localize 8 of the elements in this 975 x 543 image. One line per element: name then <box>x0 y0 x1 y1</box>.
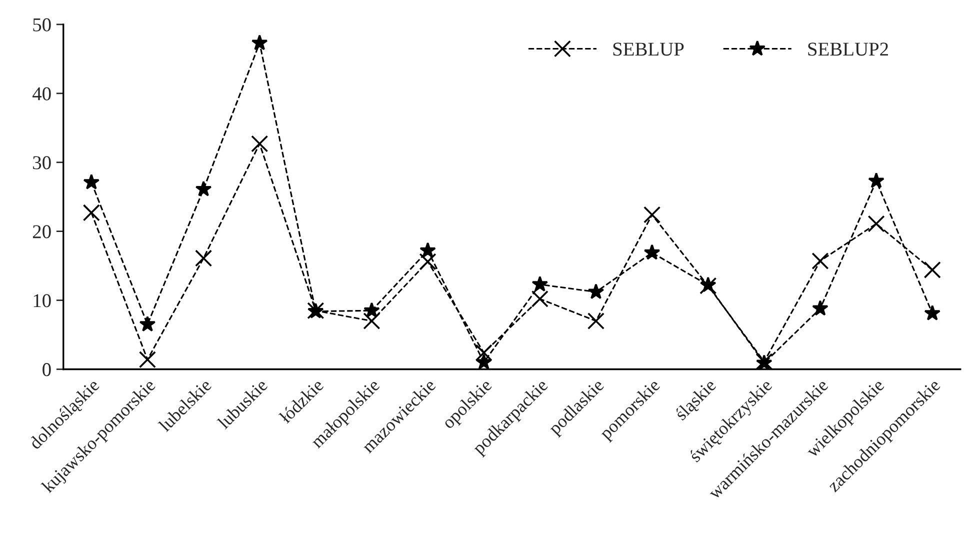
y-tick-label: 0 <box>42 363 51 376</box>
y-tick-label: 50 <box>33 18 51 32</box>
legend-label: SEBLUP <box>613 42 684 56</box>
y-tick-label: 40 <box>32 87 51 100</box>
legend-label: SEBLUP2 <box>808 42 888 56</box>
y-tick-label: 30 <box>33 156 51 170</box>
y-tick-label: 20 <box>32 225 51 238</box>
y-tick-label: 10 <box>34 294 51 308</box>
